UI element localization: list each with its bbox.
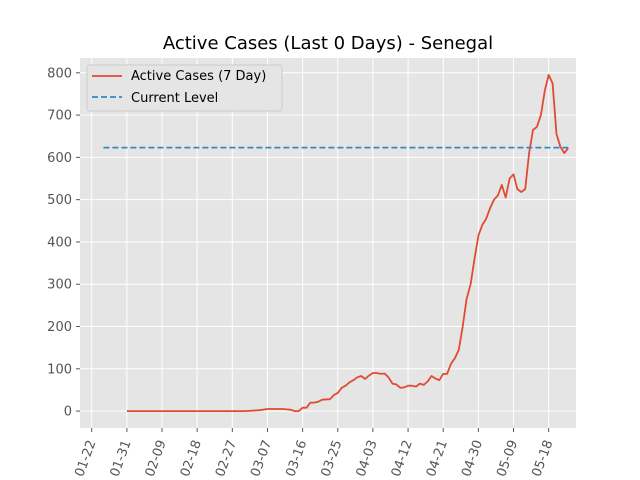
x-tick-label: 04-21 (424, 438, 451, 479)
y-tick-label: 300 (47, 278, 72, 293)
legend-box (86, 64, 283, 112)
x-tick-label: 02-18 (178, 438, 205, 479)
x-tick-label: 01-22 (72, 438, 99, 479)
x-tick-label: 01-31 (108, 438, 135, 479)
y-tick-label: 700 (47, 109, 72, 124)
x-tick-label: 04-03 (354, 438, 381, 479)
legend: Active Cases (7 Day) Current Level (86, 64, 283, 112)
x-tick-label: 05-18 (529, 438, 556, 479)
y-tick-label: 100 (47, 362, 72, 377)
grid-lines (80, 58, 576, 428)
y-tick-label: 500 (47, 193, 72, 208)
x-tick-label: 04-12 (389, 438, 416, 479)
legend-label-current-level: Current Level (131, 91, 218, 106)
x-tick-label: 03-16 (283, 438, 310, 479)
x-tick-label: 02-09 (143, 438, 170, 479)
chart-title: Active Cases (Last 0 Days) - Senegal (163, 33, 493, 54)
x-tick-label: 03-07 (248, 438, 275, 479)
x-tick-label: 02-27 (213, 438, 240, 479)
x-tick-label: 05-09 (494, 438, 521, 479)
x-tick-label: 04-30 (459, 438, 486, 479)
y-tick-label: 800 (47, 66, 72, 81)
y-tick-label: 400 (47, 235, 72, 250)
y-axis: 0 100 200 300 400 500 600 700 800 (47, 66, 80, 420)
plot-area (80, 58, 576, 428)
y-tick-label: 200 (47, 320, 72, 335)
x-axis: 01-22 01-31 02-09 02-18 02-27 03-07 03-16 03-25… (72, 428, 556, 479)
y-tick-label: 600 (47, 151, 72, 166)
y-tick-label: 0 (64, 405, 72, 420)
x-tick-label: 03-25 (319, 438, 346, 479)
series-line-active-cases (126, 74, 569, 413)
legend-label-active-cases: Active Cases (7 Day) (131, 69, 266, 84)
series-lines (103, 74, 569, 413)
